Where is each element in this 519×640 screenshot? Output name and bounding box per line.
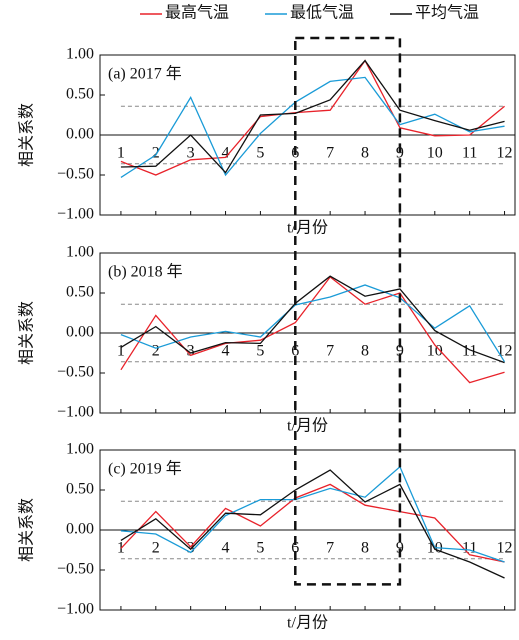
legend-label: 最低气温 [290, 4, 354, 22]
y-tick-label: −1.00 [57, 601, 94, 618]
x-tick-label: 7 [326, 540, 334, 557]
x-tick-label: 5 [256, 343, 264, 360]
y-tick-label: −1.00 [57, 206, 94, 223]
y-tick-label: 0.50 [66, 481, 94, 498]
y-tick-label: 0.00 [66, 521, 94, 538]
x-tick-label: 5 [256, 540, 264, 557]
x-tick-label: 7 [326, 343, 334, 360]
x-tick-label: 5 [256, 145, 264, 162]
x-tick-label: 3 [187, 145, 195, 162]
x-tick-label: 6 [291, 343, 299, 360]
y-tick-label: 0.00 [66, 324, 94, 341]
x-tick-label: 1 [117, 145, 125, 162]
series-line [120, 76, 505, 178]
x-tick-label: 4 [222, 145, 230, 162]
x-tick-label: 11 [462, 540, 477, 557]
x-tick-label: 3 [187, 343, 195, 360]
x-tick-label: 2 [152, 145, 160, 162]
x-tick-label: 11 [462, 343, 477, 360]
series-line [120, 284, 506, 363]
series-line [120, 465, 505, 563]
x-tick-label: 8 [361, 145, 369, 162]
x-tick-label: 4 [222, 540, 230, 557]
y-axis-label: 相关系数 [18, 301, 36, 365]
series-line [120, 59, 505, 176]
x-tick-label: 10 [427, 343, 443, 360]
x-tick-label: 3 [187, 540, 195, 557]
series-line [120, 483, 505, 563]
series-line [120, 469, 505, 579]
panel-label: (c) 2019 年 [108, 460, 182, 478]
x-tick-label: 8 [361, 343, 369, 360]
x-tick-label: 12 [497, 145, 513, 162]
y-tick-label: 0.50 [66, 284, 94, 301]
x-tick-label: 2 [152, 343, 160, 360]
y-tick-label: 0.00 [66, 126, 94, 143]
series-line [120, 275, 505, 364]
x-tick-label: 9 [396, 343, 404, 360]
x-tick-label: 12 [497, 343, 513, 360]
x-tick-label: 10 [427, 145, 443, 162]
x-tick-label: 8 [361, 540, 369, 557]
y-tick-label: 1.00 [66, 244, 94, 261]
x-tick-label: 1 [117, 343, 125, 360]
series-line [120, 59, 505, 174]
legend-label: 最高气温 [165, 4, 229, 22]
x-tick-label: 12 [497, 540, 513, 557]
x-tick-label: 6 [291, 540, 299, 557]
y-tick-label: 1.00 [66, 441, 94, 458]
x-tick-label: 9 [396, 145, 404, 162]
x-tick-label: 7 [326, 145, 334, 162]
x-axis-label: t/月份 [287, 219, 328, 237]
y-tick-label: 0.50 [66, 86, 94, 103]
y-axis-label: 相关系数 [18, 498, 36, 562]
x-axis-label: t/月份 [287, 417, 328, 435]
x-tick-label: 9 [396, 540, 404, 557]
series-line [120, 276, 505, 384]
x-tick-label: 2 [152, 540, 160, 557]
x-tick-label: 11 [462, 145, 477, 162]
y-tick-label: −0.50 [57, 166, 94, 183]
legend-label: 平均气温 [415, 4, 479, 22]
y-axis-label: 相关系数 [18, 103, 36, 167]
y-tick-label: 1.00 [66, 46, 94, 63]
y-tick-label: −1.00 [57, 404, 94, 421]
highlight-box [294, 36, 402, 586]
panel-label: (b) 2018 年 [108, 263, 183, 281]
y-tick-label: −0.50 [57, 364, 94, 381]
y-tick-label: −0.50 [57, 561, 94, 578]
x-axis-label: t/月份 [287, 614, 328, 632]
panel-label: (a) 2017 年 [108, 65, 182, 83]
x-tick-label: 4 [222, 343, 230, 360]
